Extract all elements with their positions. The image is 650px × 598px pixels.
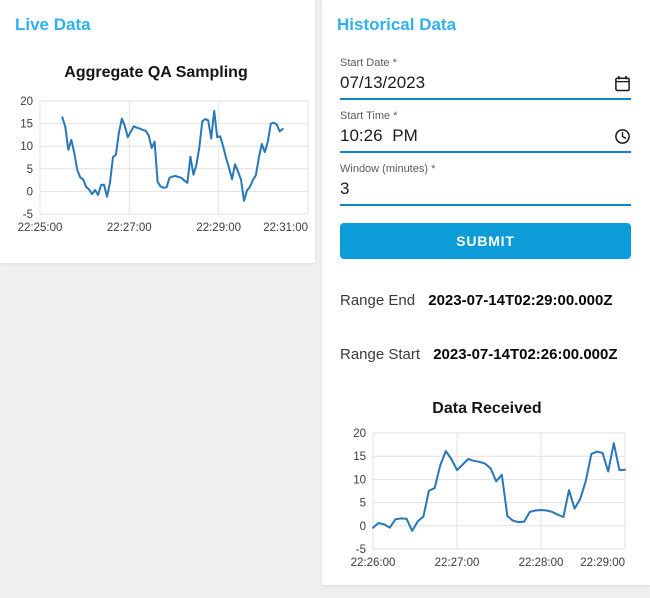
svg-text:0: 0 <box>27 186 33 198</box>
window-minutes-input[interactable]: 3 <box>340 179 350 198</box>
start-time-label: Start Time * <box>340 110 398 122</box>
live-chart-title: Aggregate QA Sampling <box>64 64 248 81</box>
range-end-row: Range End 2023-07-14T02:29:00.000Z <box>340 292 632 310</box>
data-received-chart-title: Data Received <box>432 400 542 417</box>
range-start-value: 2023-07-14T02:26:00.000Z <box>433 346 618 363</box>
range-start-row: Range Start 2023-07-14T02:26:00.000Z <box>340 346 632 364</box>
svg-text:20: 20 <box>20 96 33 108</box>
svg-text:22:29:00: 22:29:00 <box>196 222 241 234</box>
data-received-chart: 20 15 10 5 0 -522:26:00 22:27:00 22:28:00 22:29:… <box>351 428 626 569</box>
svg-text:22:27:00: 22:27:00 <box>107 222 152 234</box>
start-time-field: Start Time * 10:26 PM <box>340 110 631 153</box>
svg-text:-5: -5 <box>23 209 33 221</box>
svg-text:22:29:00: 22:29:00 <box>580 557 625 569</box>
submit-button[interactable]: SUBMIT <box>340 223 631 259</box>
start-date-label: Start Date * <box>340 57 397 69</box>
range-end-label: Range End <box>340 292 416 309</box>
svg-text:0: 0 <box>360 521 366 533</box>
calendar-icon[interactable] <box>614 75 631 92</box>
svg-text:22:25:00: 22:25:00 <box>18 222 63 234</box>
svg-text:5: 5 <box>27 164 33 176</box>
historical-data-title: Historical Data <box>337 15 457 34</box>
dashboard: Live Data Aggregate QA Sampling 20 15 10 5 0… <box>0 0 650 585</box>
svg-text:15: 15 <box>20 119 33 131</box>
svg-text:22:31:00: 22:31:00 <box>263 222 308 234</box>
svg-text:10: 10 <box>353 474 366 486</box>
live-data-panel: Live Data Aggregate QA Sampling 20 15 10 5 0… <box>0 0 315 263</box>
range-end-value: 2023-07-14T02:29:00.000Z <box>428 292 613 309</box>
start-date-field: Start Date * 07/13/2023 <box>340 57 631 100</box>
svg-text:10: 10 <box>20 141 33 153</box>
live-chart: 20 15 10 5 0 -522:25:00 22:27:00 22:29:00 22:31:… <box>18 96 309 234</box>
svg-text:20: 20 <box>353 428 366 440</box>
historical-data-panel: Historical Data Start Date * 07/13/2023 … <box>322 0 650 585</box>
window-minutes-field: Window (minutes) * 3 <box>340 163 631 206</box>
range-start-label: Range Start <box>340 346 421 363</box>
svg-text:15: 15 <box>353 451 366 463</box>
svg-text:-5: -5 <box>356 544 366 556</box>
clock-icon[interactable] <box>614 128 631 145</box>
live-data-title: Live Data <box>15 15 91 34</box>
svg-text:5: 5 <box>360 498 366 510</box>
svg-text:22:27:00: 22:27:00 <box>435 557 480 569</box>
svg-text:22:28:00: 22:28:00 <box>519 557 564 569</box>
svg-text:22:26:00: 22:26:00 <box>351 557 396 569</box>
window-minutes-label: Window (minutes) * <box>340 163 436 175</box>
start-date-input[interactable]: 07/13/2023 <box>340 73 426 92</box>
start-time-input[interactable]: 10:26 PM <box>340 126 418 145</box>
